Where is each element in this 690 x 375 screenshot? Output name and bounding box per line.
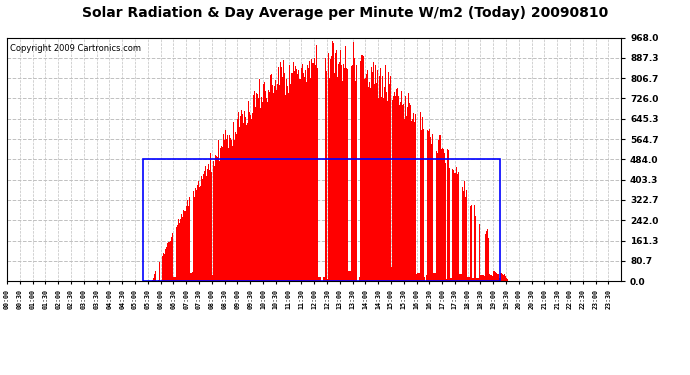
Text: Solar Radiation & Day Average per Minute W/m2 (Today) 20090810: Solar Radiation & Day Average per Minute… [82,6,608,20]
Bar [143,159,500,281]
Text: Copyright 2009 Cartronics.com: Copyright 2009 Cartronics.com [10,44,141,52]
